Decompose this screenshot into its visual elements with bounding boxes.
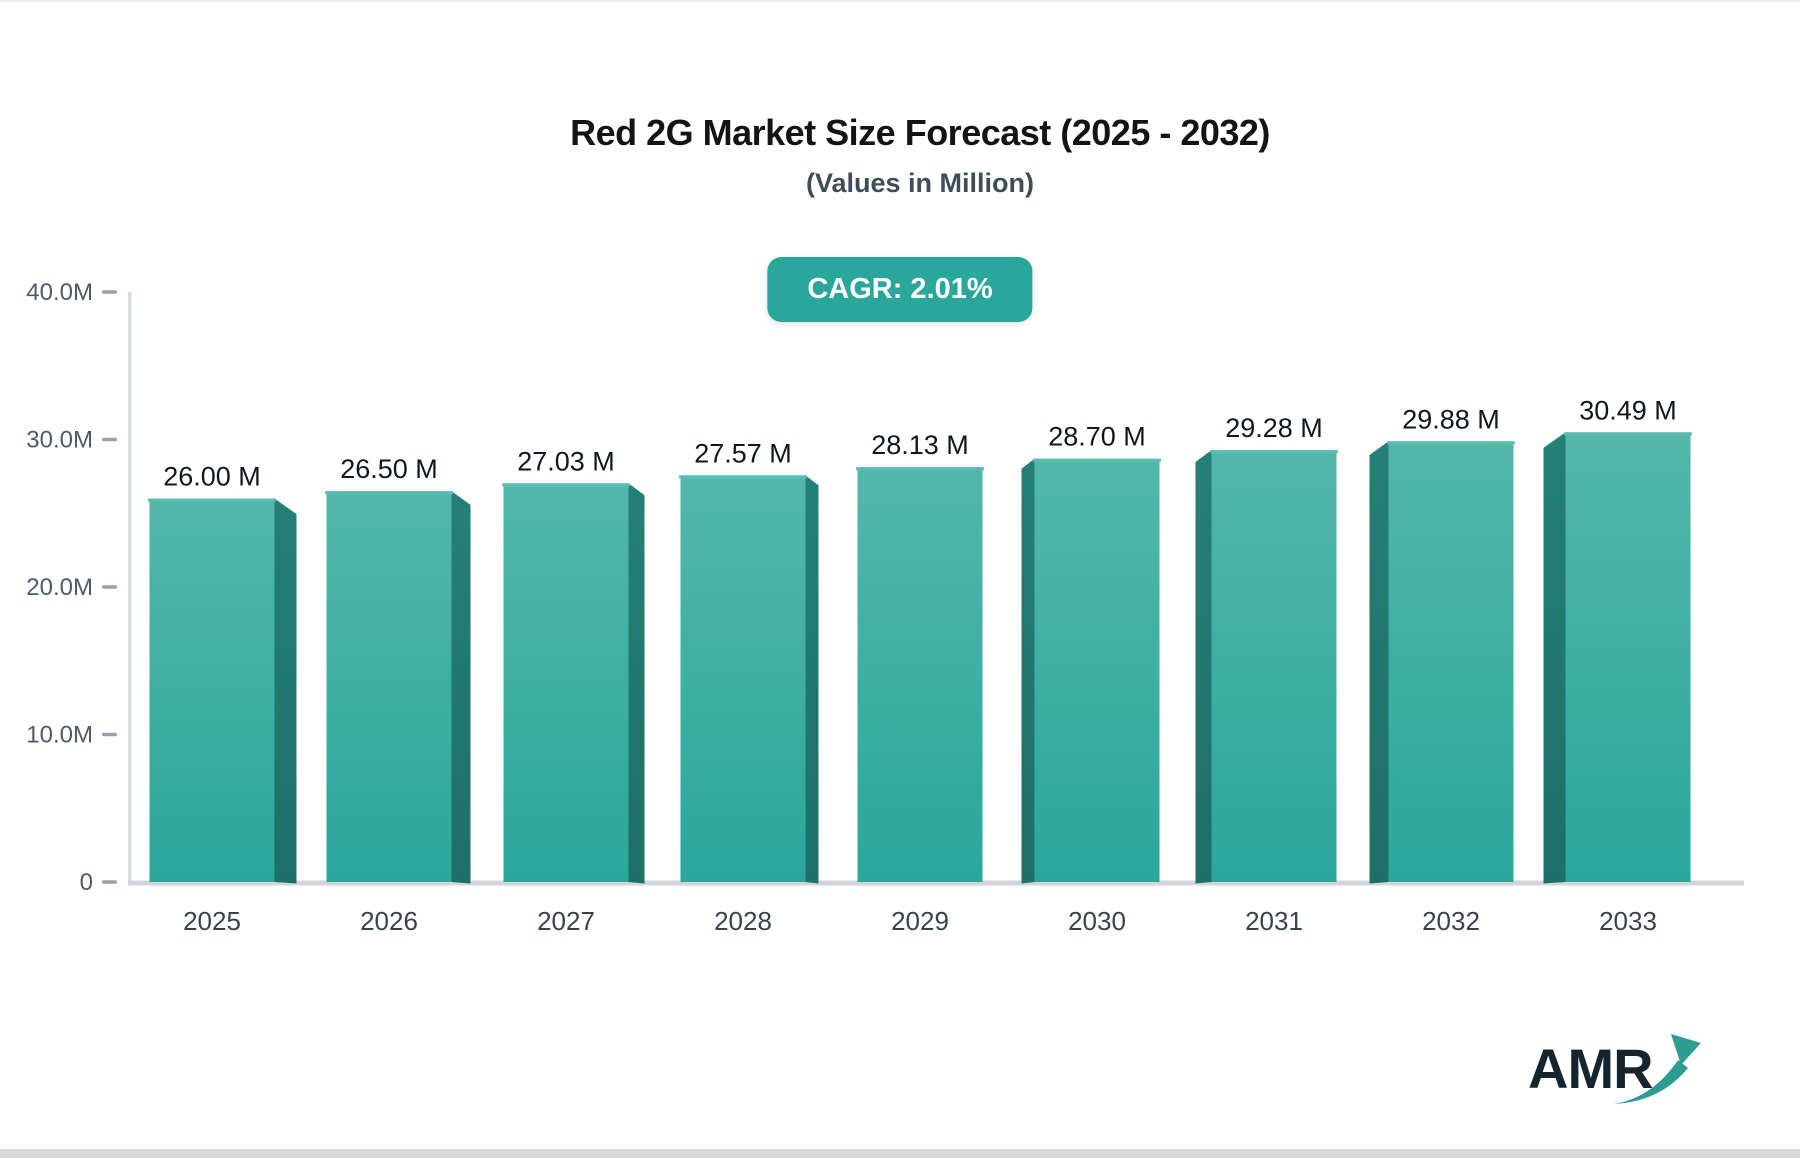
bar-value-label: 28.70 M bbox=[1048, 422, 1146, 452]
page-bottom-edge bbox=[0, 1149, 1800, 1158]
bar-group-2026[interactable]: 26.50 M 2026 bbox=[325, 454, 471, 936]
x-tick-label: 2027 bbox=[537, 906, 595, 936]
bar-side-face bbox=[1369, 441, 1389, 884]
bar-top-rim bbox=[148, 498, 276, 502]
amr-logo: AMR bbox=[1528, 1034, 1701, 1104]
bar-group-2033[interactable]: 30.49 M 2033 bbox=[1543, 395, 1693, 936]
bar-side-face bbox=[1543, 432, 1566, 884]
bar-2029[interactable] bbox=[857, 467, 983, 882]
x-tick-label: 2029 bbox=[891, 906, 949, 936]
bar-top-rim bbox=[679, 475, 807, 479]
bar-2025[interactable] bbox=[149, 498, 275, 883]
bar-value-label: 27.57 M bbox=[694, 438, 792, 468]
x-tick-label: 2026 bbox=[360, 906, 418, 936]
bar-value-label: 26.50 M bbox=[340, 454, 438, 484]
x-tick-label: 2028 bbox=[714, 906, 772, 936]
y-tick-label: 20.0M bbox=[26, 574, 93, 601]
x-tick-label: 2031 bbox=[1245, 906, 1303, 936]
y-tick-mark bbox=[102, 290, 117, 294]
bar-top-rim bbox=[325, 491, 453, 495]
bar-top-rim bbox=[502, 483, 630, 487]
bar-2033[interactable] bbox=[1565, 432, 1691, 882]
bar-group-2032[interactable]: 29.88 M 2032 bbox=[1369, 404, 1516, 936]
bar-value-label: 29.28 M bbox=[1225, 413, 1323, 443]
bar-value-label: 28.13 M bbox=[871, 430, 969, 460]
bar-side-face bbox=[1021, 458, 1035, 884]
amr-logo-text: AMR bbox=[1528, 1037, 1653, 1100]
y-axis-line bbox=[128, 292, 132, 883]
x-axis-line bbox=[128, 880, 1744, 886]
bar-side-face bbox=[1195, 450, 1212, 884]
bar-2030[interactable] bbox=[1034, 458, 1160, 882]
y-tick-label: 40.0M bbox=[26, 279, 93, 306]
x-tick-label: 2033 bbox=[1599, 906, 1657, 936]
bar-top-rim bbox=[1033, 458, 1161, 462]
bar-side-face bbox=[805, 475, 819, 884]
bar-group-2031[interactable]: 29.28 M 2031 bbox=[1195, 413, 1339, 936]
bar-side-face bbox=[628, 483, 645, 884]
bar-value-label: 27.03 M bbox=[517, 446, 615, 476]
bar-2026[interactable] bbox=[326, 491, 452, 882]
bar-2032[interactable] bbox=[1388, 441, 1514, 882]
bar-group-2027[interactable]: 27.03 M 2027 bbox=[502, 446, 645, 936]
x-tick-label: 2030 bbox=[1068, 906, 1126, 936]
y-tick-label: 10.0M bbox=[26, 722, 93, 749]
bar-group-2025[interactable]: 26.00 M 2025 bbox=[148, 462, 297, 937]
bar-side-face bbox=[274, 498, 297, 884]
chart-header: Red 2G Market Size Forecast (2025 - 2032… bbox=[20, 2, 1800, 199]
x-tick-label: 2025 bbox=[183, 906, 241, 936]
amr-logo-arrow-icon bbox=[1614, 1060, 1688, 1104]
bar-2031[interactable] bbox=[1211, 450, 1337, 882]
y-tick-label: 0 bbox=[80, 869, 93, 896]
chart-title: Red 2G Market Size Forecast (2025 - 2032… bbox=[570, 112, 1270, 153]
bar-value-label: 30.49 M bbox=[1579, 395, 1677, 425]
bar-top-rim bbox=[1564, 432, 1692, 436]
bar-group-2028[interactable]: 27.57 M 2028 bbox=[679, 438, 819, 936]
bar-side-face bbox=[451, 491, 471, 884]
x-tick-label: 2032 bbox=[1422, 906, 1480, 936]
bar-top-rim bbox=[1210, 450, 1338, 454]
y-tick-mark bbox=[102, 585, 117, 589]
bar-value-label: 26.00 M bbox=[163, 462, 261, 492]
bar-top-rim bbox=[1387, 441, 1515, 445]
chart-subtitle: (Values in Million) bbox=[805, 168, 1035, 198]
bar-value-label: 29.88 M bbox=[1402, 404, 1500, 434]
cagr-badge: CAGR: 2.01% bbox=[767, 257, 1033, 322]
bar-2028[interactable] bbox=[680, 475, 806, 882]
bar-top-rim bbox=[856, 467, 984, 471]
y-tick-mark bbox=[102, 880, 117, 884]
amr-logo-arrowhead-icon bbox=[1671, 1034, 1701, 1065]
y-tick-mark bbox=[102, 732, 117, 737]
bar-group-2030[interactable]: 28.70 M 2030 bbox=[1021, 422, 1162, 936]
y-tick-mark bbox=[102, 437, 117, 442]
bar-2027[interactable] bbox=[503, 483, 629, 882]
y-tick-label: 30.0M bbox=[26, 427, 93, 454]
bar-group-2029[interactable]: 28.13 M 2029 bbox=[856, 430, 984, 936]
